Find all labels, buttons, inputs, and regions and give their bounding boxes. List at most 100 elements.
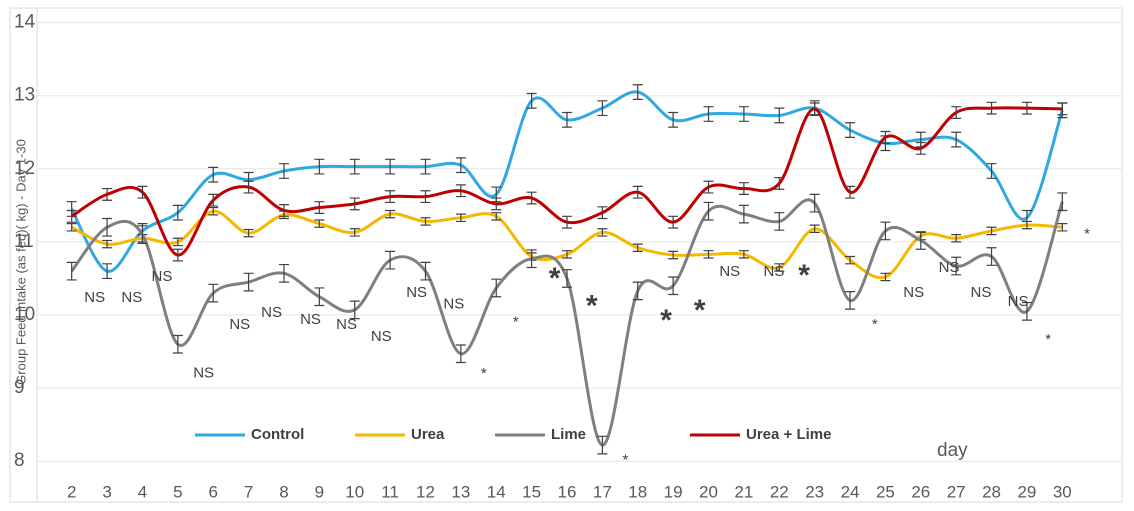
annotation: NS — [229, 316, 250, 333]
error-bar — [385, 158, 396, 175]
x-note: day — [937, 440, 968, 461]
error-bar — [986, 247, 997, 266]
annotation: NS — [336, 316, 357, 333]
error-bar — [597, 228, 608, 237]
x-tick-label: 3 — [102, 482, 111, 501]
error-bar — [845, 255, 856, 265]
error-bar — [314, 158, 325, 175]
x-tick-label: 4 — [138, 482, 147, 501]
error-bar — [1021, 301, 1032, 321]
error-bar — [455, 184, 466, 198]
error-bar — [385, 190, 396, 204]
legend-label: Urea — [411, 426, 445, 443]
series-line — [70, 106, 1063, 257]
error-bar — [632, 281, 643, 301]
error-bar — [809, 193, 820, 213]
annotation: NS — [84, 289, 105, 306]
error-bar — [774, 176, 785, 190]
error-bar — [738, 204, 749, 224]
error-bar — [774, 107, 785, 124]
error-bar — [102, 263, 113, 280]
annotation: NS — [371, 328, 392, 345]
error-bar — [703, 180, 714, 194]
annotation: NS — [443, 296, 464, 313]
error-bar — [880, 221, 891, 241]
error-bar — [880, 130, 891, 144]
error-bar — [597, 206, 608, 220]
x-tick-label: 25 — [876, 482, 895, 501]
error-bar — [420, 261, 431, 281]
error-bar — [951, 106, 962, 119]
error-bar — [314, 287, 325, 307]
error-bar — [314, 201, 325, 214]
annotation: * — [872, 316, 878, 333]
error-bar — [951, 256, 962, 276]
error-bar — [314, 219, 325, 228]
x-tick-label: 28 — [982, 482, 1001, 501]
error-bar — [243, 272, 254, 292]
annotation: NS — [406, 284, 427, 301]
error-bar — [420, 190, 431, 204]
error-bar — [349, 158, 360, 175]
error-bar — [491, 278, 502, 298]
annotation: NS — [1008, 293, 1029, 310]
error-bar — [208, 206, 219, 216]
error-bar — [172, 204, 183, 221]
error-bar — [526, 191, 537, 205]
error-bar — [278, 263, 289, 283]
error-bar — [738, 182, 749, 195]
annotation: NS — [193, 364, 214, 381]
error-bar — [278, 163, 289, 179]
error-bar — [349, 228, 360, 237]
annotation: * — [586, 290, 598, 323]
error-bar — [526, 249, 537, 269]
error-bar — [668, 250, 679, 260]
error-bar — [738, 250, 749, 259]
error-bar — [986, 101, 997, 115]
annotation: * — [1084, 226, 1090, 243]
error-bar — [1021, 101, 1032, 115]
x-tick-label: 21 — [734, 482, 753, 501]
error-bar — [880, 272, 891, 282]
x-tick-label: 24 — [841, 482, 860, 501]
error-bar — [137, 185, 148, 199]
y-tick-label: 9 — [14, 377, 25, 398]
annotation: * — [660, 304, 672, 337]
error-bar — [703, 106, 714, 122]
error-bar — [845, 122, 856, 138]
error-bar — [208, 193, 219, 207]
annotation: NS — [903, 284, 924, 301]
x-tick-label: 30 — [1053, 482, 1072, 501]
error-bar — [66, 209, 77, 223]
y-tick-label: 11 — [14, 231, 34, 252]
x-tick-label: 9 — [315, 482, 324, 501]
y-axis-label: Group Feed intake (as fed)( kg) - Day 1-… — [13, 139, 28, 385]
error-bar — [349, 197, 360, 211]
error-bar — [845, 185, 856, 199]
annotation: NS — [151, 268, 172, 285]
annotation: * — [622, 451, 628, 468]
annotation: NS — [261, 304, 282, 321]
annotation: NS — [719, 263, 740, 280]
error-bar — [632, 84, 643, 100]
legend-label: Lime — [551, 426, 586, 443]
x-tick-label: 23 — [805, 482, 824, 501]
error-bar — [455, 157, 466, 174]
error-bar — [774, 212, 785, 231]
error-bar — [208, 166, 219, 183]
series-line — [70, 198, 1064, 447]
error-bar — [632, 185, 643, 199]
error-bar — [208, 283, 219, 303]
x-tick-label: 18 — [628, 482, 647, 501]
error-bar — [1057, 192, 1068, 212]
error-bar — [455, 344, 466, 364]
x-tick-label: 12 — [416, 482, 435, 501]
error-bar — [102, 239, 113, 249]
annotation: NS — [971, 284, 992, 301]
error-bar — [172, 237, 183, 247]
error-bar — [1057, 102, 1068, 116]
error-bar — [66, 261, 77, 281]
annotation: * — [694, 294, 706, 327]
error-bar — [951, 131, 962, 148]
